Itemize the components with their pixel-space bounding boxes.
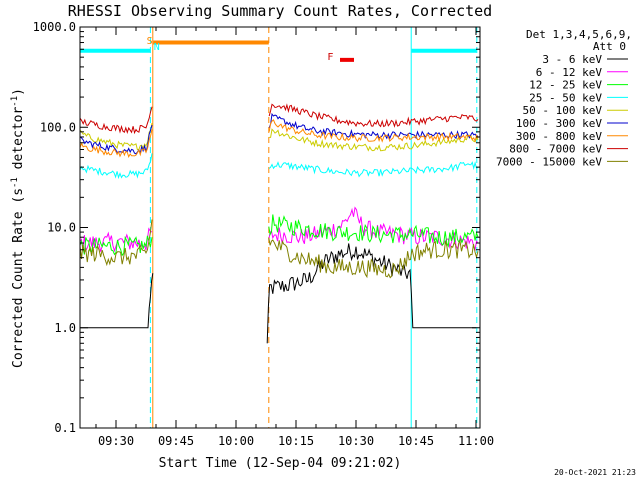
- legend-label-3: 25 - 50 keV: [529, 91, 602, 104]
- series-0-segment-0: [80, 273, 154, 329]
- x-tick-label-0: 09:30: [98, 434, 134, 448]
- x-tick-label-5: 10:45: [398, 434, 434, 448]
- x-axis: 09:30 09:45 10:00 10:15 10:30 10:45 11:00: [95, 27, 494, 448]
- series-2-segment-1: [268, 214, 479, 248]
- legend-label-5: 100 - 300 keV: [516, 117, 602, 130]
- data-series: [79, 103, 479, 344]
- y-tick-label-2: 10.0: [47, 221, 76, 235]
- y-axis-label: Corrected Count Rate (s-1 detector-1): [10, 88, 26, 368]
- y-tick-label-0: 0.1: [54, 421, 76, 435]
- series-4-segment-0: [79, 123, 153, 151]
- x-tick-label-6: 11:00: [458, 434, 494, 448]
- series-5-segment-0: [79, 124, 153, 155]
- marker-labels: SN F: [147, 36, 334, 63]
- y-tick-label-1: 1.0: [54, 321, 76, 335]
- marker-label-n: N: [154, 42, 160, 53]
- x-axis-label: Start Time (12-Sep-04 09:21:02): [159, 456, 402, 471]
- series-6-segment-1: [268, 119, 479, 143]
- x-tick-label-1: 09:45: [158, 434, 194, 448]
- legend-label-7: 800 - 7000 keV: [509, 143, 602, 156]
- interval-bars: [80, 40, 477, 62]
- marker-label-f: F: [327, 52, 333, 63]
- y-axis-label-rest: detector: [11, 107, 26, 178]
- series-8-segment-1: [268, 237, 479, 279]
- legend-label-8: 7000 - 15000 keV: [496, 155, 602, 168]
- series-8-segment-0: [79, 219, 153, 267]
- legend-label-2: 12 - 25 keV: [529, 79, 602, 92]
- series-7-segment-1: [268, 103, 479, 128]
- y-tick-label-4: 1000.0: [33, 20, 76, 34]
- legend-label-4: 50 - 100 keV: [523, 104, 603, 117]
- marker-label-s: S: [147, 36, 153, 47]
- y-tick-label-3: 100.0: [40, 120, 76, 134]
- y-axis-label-sup: -1: [10, 177, 20, 188]
- generation-timestamp: 20-Oct-2021 21:23: [554, 468, 636, 477]
- legend-label-6: 300 - 800 keV: [516, 130, 602, 143]
- y-axis-label-end: ): [11, 88, 26, 96]
- y-axis-label-sup2: -1: [10, 96, 20, 107]
- chart-title: RHESSI Observing Summary Count Rates, Co…: [68, 2, 492, 20]
- x-tick-label-2: 10:00: [218, 434, 254, 448]
- y-axis: 0.1 1.0 10.0 100.0 1000.0: [33, 20, 480, 435]
- series-3-segment-1: [268, 161, 479, 178]
- series-2-segment-0: [79, 235, 153, 257]
- series-3-segment-0: [79, 153, 153, 180]
- y-axis-label-main: Corrected Count Rate (s: [11, 188, 26, 368]
- legend-header-detectors: Det 1,3,4,5,6,9,: [526, 28, 632, 41]
- legend-header-attenuator: Att 0: [593, 40, 626, 53]
- series-5-segment-1: [268, 112, 479, 140]
- series-6-segment-0: [79, 129, 153, 158]
- legend-label-1: 6 - 12 keV: [536, 66, 603, 79]
- x-tick-label-4: 10:30: [338, 434, 374, 448]
- series-0-segment-1: [266, 243, 476, 344]
- series-7-segment-0: [79, 106, 153, 135]
- x-tick-label-3: 10:15: [278, 434, 314, 448]
- legend-label-0: 3 - 6 keV: [542, 53, 602, 66]
